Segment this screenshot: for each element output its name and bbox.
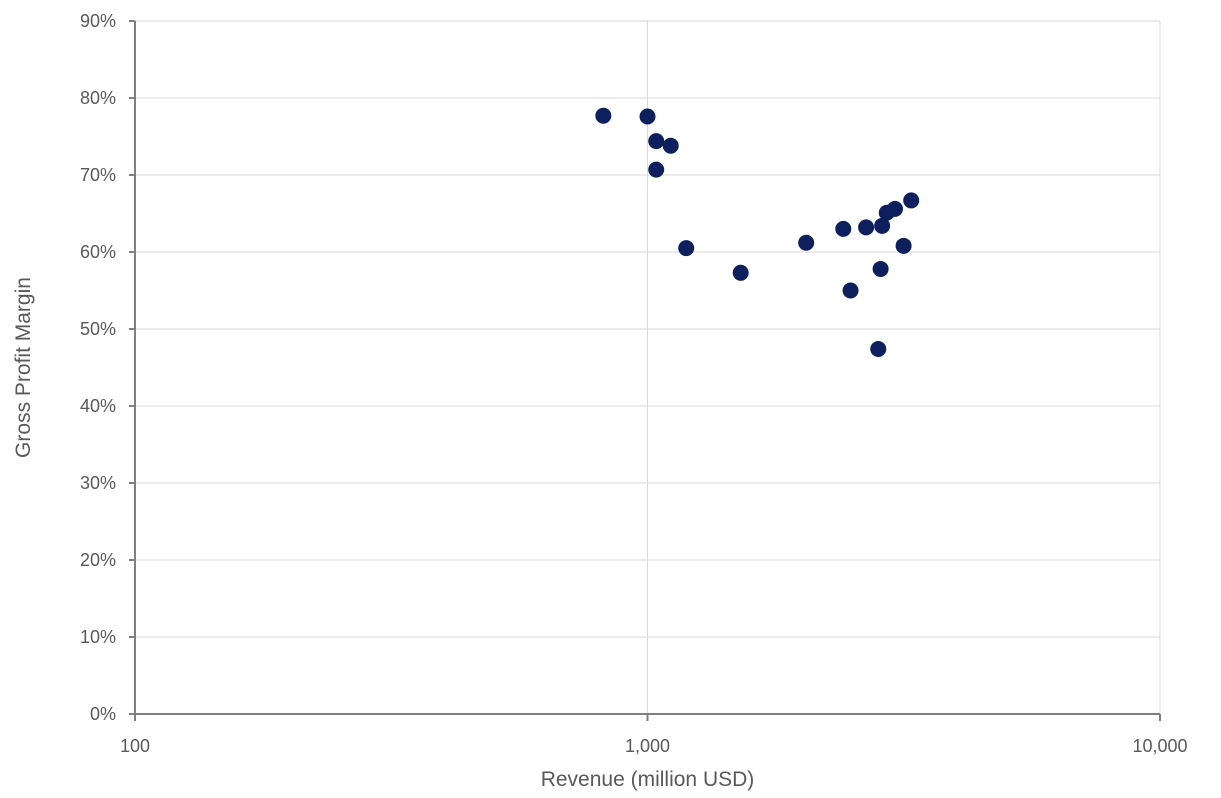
data-point <box>835 220 852 237</box>
y-tick-label: 0% <box>90 704 116 724</box>
data-point <box>870 341 887 358</box>
y-tick-label: 30% <box>80 473 116 493</box>
data-point <box>842 282 859 299</box>
y-tick-label: 50% <box>80 319 116 339</box>
data-point <box>678 240 695 257</box>
data-point <box>662 137 679 154</box>
data-point <box>895 237 912 254</box>
data-point <box>732 264 749 281</box>
y-tick-label: 90% <box>80 11 116 31</box>
y-tick-label: 60% <box>80 242 116 262</box>
x-tick-label: 10,000 <box>1132 736 1187 756</box>
y-tick-label: 10% <box>80 627 116 647</box>
x-tick-labels: 100 1,000 10,000 <box>120 714 1188 756</box>
y-tick-label: 20% <box>80 550 116 570</box>
data-points <box>595 107 920 358</box>
data-point <box>886 200 903 217</box>
data-point <box>798 234 815 251</box>
data-point <box>648 133 665 150</box>
data-point <box>903 192 920 209</box>
data-point <box>874 217 891 234</box>
y-tick-label: 40% <box>80 396 116 416</box>
axes <box>129 21 1160 715</box>
data-point <box>648 161 665 178</box>
x-tick-label: 100 <box>120 736 150 756</box>
y-axis-title: Gross Profit Margin <box>12 277 35 458</box>
x-axis-title: Revenue (million USD) <box>541 768 755 791</box>
data-point <box>639 108 656 125</box>
x-tick-label: 1,000 <box>625 736 670 756</box>
data-point <box>872 260 889 277</box>
data-point <box>858 219 875 236</box>
y-tick-labels: 0% 10% 20% 30% 40% 50% 60% 70% 80% 90% <box>80 11 135 724</box>
y-tick-label: 80% <box>80 88 116 108</box>
gridlines <box>135 20 1161 714</box>
data-point <box>595 107 612 124</box>
y-tick-label: 70% <box>80 165 116 185</box>
